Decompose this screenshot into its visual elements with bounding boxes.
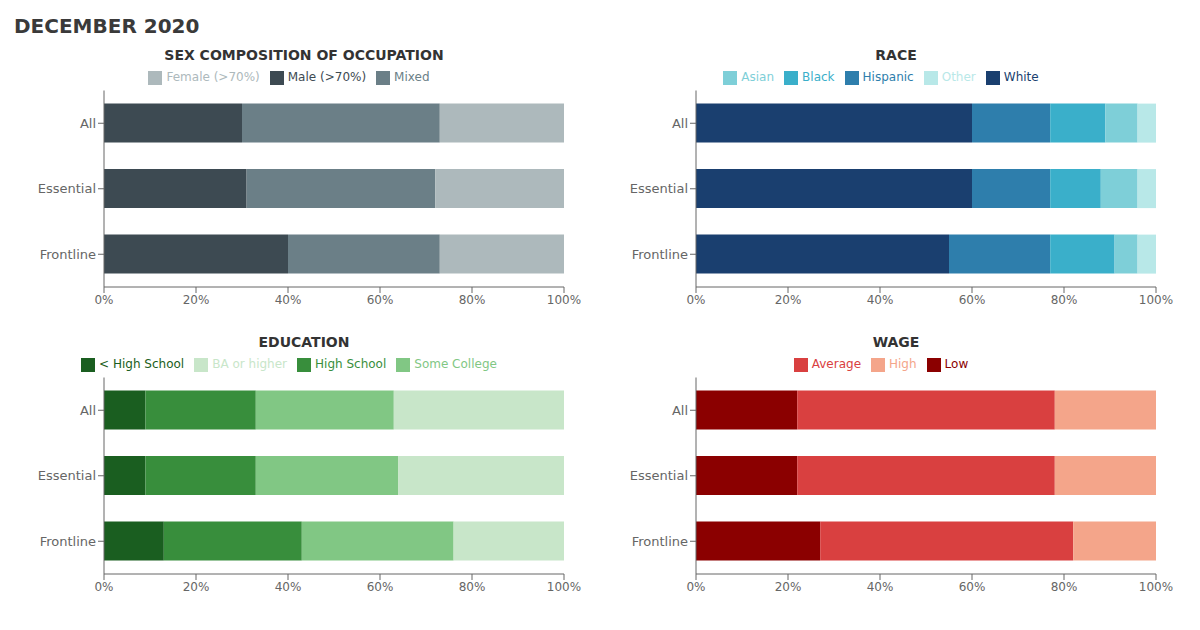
html-text:DECEMBER 2020: DECEMBER 2020 [14, 14, 200, 38]
svg-text:Frontline: Frontline [632, 247, 688, 262]
svg-text:Essential: Essential [38, 181, 96, 196]
html-text:< High School: < High School [99, 357, 185, 371]
svg-text:60%: 60% [959, 580, 986, 594]
html-text:White: White [1003, 70, 1039, 84]
svg-text:60%: 60% [959, 293, 986, 307]
svg-text:40%: 40% [275, 293, 302, 307]
svg-text:100%: 100% [547, 293, 581, 307]
svg-text:Frontline: Frontline [632, 534, 688, 549]
svg-text:80%: 80% [1051, 293, 1078, 307]
html-text:Asian: Asian [741, 70, 775, 84]
svg-text:0%: 0% [94, 293, 113, 307]
svg-text:Essential: Essential [38, 468, 96, 483]
html-text:Mixed: Mixed [394, 70, 430, 84]
html-text:EDUCATION: EDUCATION [258, 334, 350, 350]
html-text:High: High [889, 357, 917, 371]
svg-text:0%: 0% [686, 293, 705, 307]
svg-text:60%: 60% [367, 293, 394, 307]
svg-text:Essential: Essential [630, 181, 688, 196]
svg-text:All: All [80, 403, 96, 418]
svg-text:0%: 0% [686, 580, 705, 594]
svg-text:80%: 80% [1051, 580, 1078, 594]
svg-text:100%: 100% [1139, 580, 1173, 594]
svg-text:All: All [672, 116, 688, 131]
svg-text:Essential: Essential [630, 468, 688, 483]
html-text:Black: Black [802, 70, 835, 84]
svg-text:All: All [80, 116, 96, 131]
svg-text:40%: 40% [867, 293, 894, 307]
svg-text:All: All [672, 403, 688, 418]
svg-text:40%: 40% [275, 580, 302, 594]
html-text:SEX COMPOSITION OF OCCUPATION: SEX COMPOSITION OF OCCUPATION [164, 47, 444, 63]
html-text:Average: Average [811, 357, 861, 371]
svg-text:Frontline: Frontline [40, 247, 96, 262]
html-text:Some College: Some College [414, 357, 497, 371]
html-text:Hispanic: Hispanic [862, 70, 914, 84]
html-text:Male (>70%): Male (>70%) [287, 70, 367, 84]
svg-text:0%: 0% [94, 580, 113, 594]
svg-text:40%: 40% [867, 580, 894, 594]
svg-text:100%: 100% [547, 580, 581, 594]
svg-text:Frontline: Frontline [40, 534, 96, 549]
svg-text:20%: 20% [775, 293, 802, 307]
html-text:WAGE: WAGE [872, 334, 920, 350]
html-text:Female (>70%): Female (>70%) [166, 70, 260, 84]
html-text:BA or higher: BA or higher [212, 357, 287, 371]
svg-text:20%: 20% [183, 580, 210, 594]
svg-text:20%: 20% [183, 293, 210, 307]
svg-text:80%: 80% [459, 293, 486, 307]
html-text:Low: Low [944, 357, 969, 371]
html-text:RACE: RACE [875, 47, 917, 63]
svg-text:60%: 60% [367, 580, 394, 594]
svg-text:100%: 100% [1139, 293, 1173, 307]
html-text:Other: Other [941, 70, 976, 84]
svg-text:80%: 80% [459, 580, 486, 594]
svg-text:20%: 20% [775, 580, 802, 594]
html-text:High School: High School [315, 357, 387, 371]
